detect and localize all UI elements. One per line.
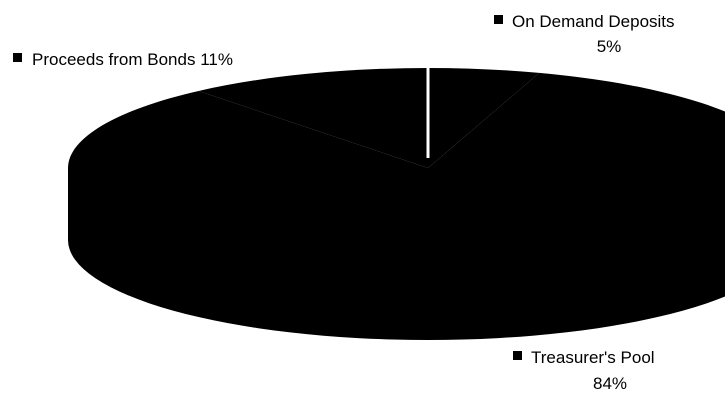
label-proceeds-from-bonds: Proceeds from Bonds 11% [13, 50, 233, 69]
label-name-treasurers-pool: Treasurer's Pool [531, 348, 655, 367]
pie-body [68, 68, 725, 340]
label-on-demand-deposits: On Demand Deposits 5% [494, 12, 675, 56]
pie-slice-treasurer-s-pool [68, 72, 725, 268]
label-marker-treasurers-pool [513, 351, 522, 360]
label-treasurers-pool: Treasurer's Pool 84% [513, 348, 655, 393]
label-marker-on-demand-deposits [494, 15, 503, 24]
label-pct-on-demand-deposits: 5% [597, 37, 622, 56]
label-name-on-demand-deposits: On Demand Deposits [512, 12, 675, 31]
pie-slice-on-demand-deposits [428, 68, 540, 168]
label-name-proceeds-from-bonds: Proceeds from Bonds 11% [32, 50, 233, 69]
label-pct-treasurers-pool: 84% [593, 374, 627, 393]
label-marker-proceeds-from-bonds [13, 53, 22, 62]
pie-slice-proceeds-from-bonds [198, 68, 428, 168]
